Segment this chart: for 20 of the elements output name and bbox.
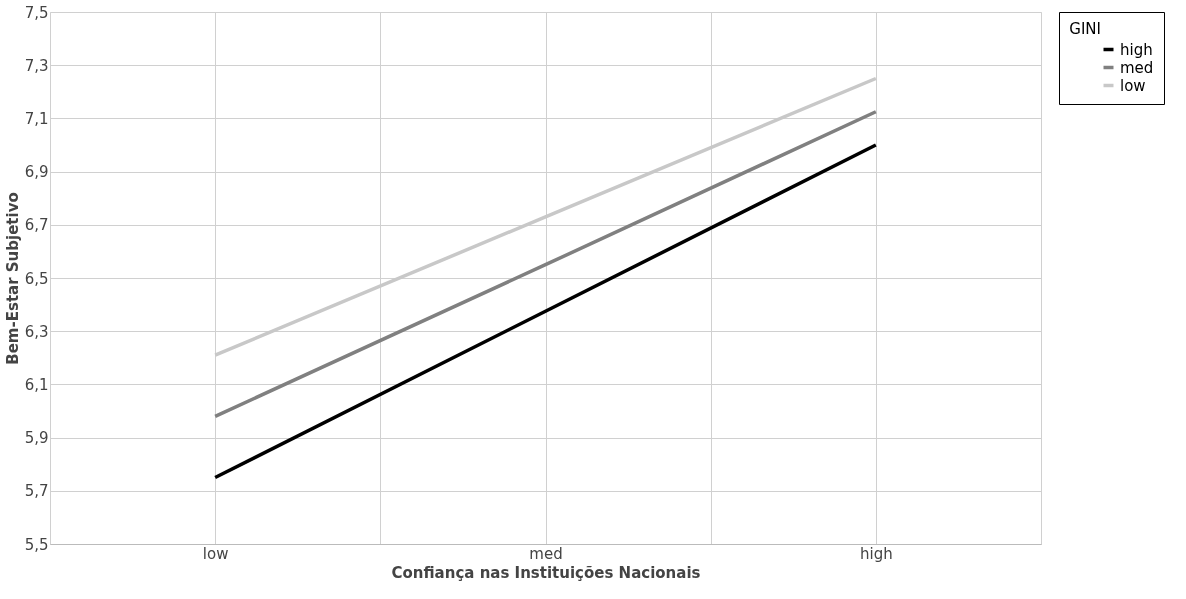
- x-tick-label: high: [859, 544, 893, 563]
- x-tick-label: med: [529, 544, 563, 563]
- y-tick-label: 7,5: [24, 3, 49, 22]
- legend-label: med: [1120, 58, 1154, 77]
- y-tick-label: 6,3: [24, 322, 49, 341]
- y-tick-label: 7,1: [24, 109, 49, 128]
- x-tick-label: low: [202, 544, 229, 563]
- y-tick-label: 5,7: [24, 482, 49, 501]
- y-tick-label: 5,9: [24, 429, 49, 448]
- legend-label: low: [1120, 76, 1146, 95]
- legend-label: high: [1120, 40, 1153, 59]
- y-tick-label: 6,5: [24, 269, 49, 288]
- y-tick-label: 6,7: [24, 216, 49, 235]
- y-tick-label: 7,3: [24, 56, 49, 75]
- legend-title: GINI: [1069, 20, 1101, 38]
- y-axis-title: Bem-Estar Subjetivo: [3, 192, 22, 365]
- y-tick-label: 5,5: [24, 535, 49, 554]
- y-tick-label: 6,1: [24, 375, 49, 394]
- x-axis-title: Confiança nas Instituições Nacionais: [391, 563, 701, 582]
- y-tick-label: 6,9: [24, 163, 49, 182]
